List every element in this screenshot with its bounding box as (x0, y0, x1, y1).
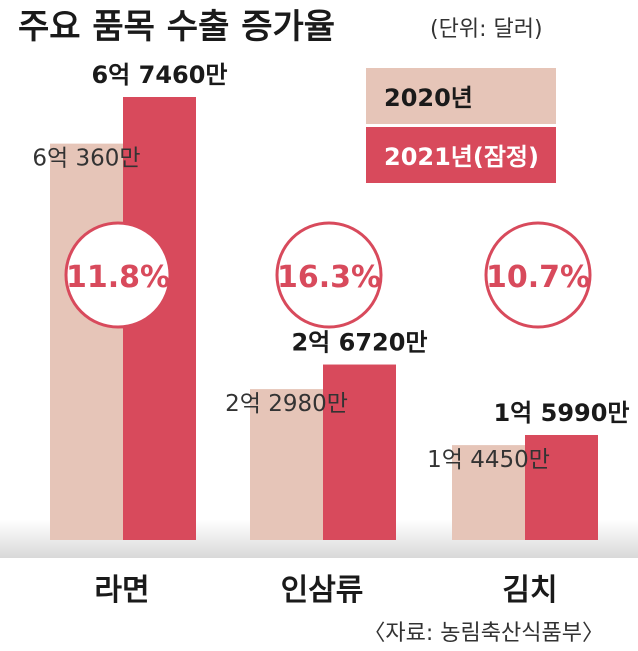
value-label-2021-ramen: 6억 7460만 (91, 61, 227, 89)
growth-rate-kimchi: 10.7% (486, 260, 590, 295)
legend-label-2021: 2021년(잠정) (384, 143, 539, 171)
bar-2020-ramen (50, 143, 123, 540)
growth-circle-ramen (64, 221, 172, 329)
value-label-2020-ramen: 6억 360만 (32, 146, 140, 172)
bar-2021-kimchi (525, 434, 598, 540)
category-label-ginseng: 인삼류 (281, 573, 364, 608)
growth-circle-kimchi (484, 221, 592, 329)
chart-title: 주요 품목 수출 증가율 (18, 7, 335, 47)
category-label-kimchi: 김치 (502, 573, 557, 608)
value-label-2020-kimchi: 1억 4450만 (427, 447, 550, 473)
source-note: 〈자료: 농림축산식품부〉 (363, 621, 604, 646)
value-label-2020-ginseng: 2억 2980만 (225, 391, 348, 417)
growth-badge-ramen: 11.8% (64, 221, 172, 329)
growth-badge-kimchi: 10.7% (484, 221, 592, 329)
bar-2021-ginseng (323, 364, 396, 540)
legend-label-2020: 2020년 (384, 84, 473, 112)
bar-2020-ginseng (250, 389, 323, 540)
growth-rate-ginseng: 16.3% (277, 260, 381, 295)
bar-2020-kimchi (452, 445, 525, 540)
value-label-2021-ginseng: 2억 6720만 (291, 329, 427, 357)
category-label-ramen: 라면 (94, 573, 149, 608)
growth-circle-ginseng (275, 221, 383, 329)
legend-swatch-2021 (366, 127, 556, 183)
growth-rate-ramen: 11.8% (66, 260, 170, 295)
legend-swatch-2020 (366, 68, 556, 124)
value-label-2021-kimchi: 1억 5990만 (493, 399, 629, 427)
growth-badge-ginseng: 16.3% (275, 221, 383, 329)
unit-note: (단위: 달러) (430, 17, 543, 42)
